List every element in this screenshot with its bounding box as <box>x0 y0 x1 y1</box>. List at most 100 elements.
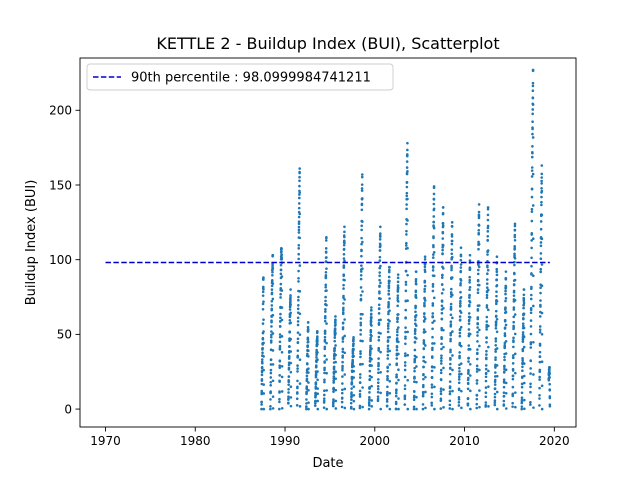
data-point <box>278 346 282 350</box>
data-point <box>414 289 418 293</box>
data-point <box>395 362 399 366</box>
data-point <box>532 274 535 277</box>
data-point <box>512 283 516 287</box>
data-point <box>468 296 471 299</box>
data-point <box>494 371 497 374</box>
data-point <box>459 266 463 269</box>
data-point <box>324 295 327 299</box>
data-point <box>261 361 264 365</box>
data-point <box>466 382 470 385</box>
data-point <box>369 344 372 348</box>
data-point <box>521 331 525 334</box>
data-point <box>279 312 282 316</box>
data-point <box>414 324 418 327</box>
data-point <box>486 268 490 272</box>
data-point <box>394 402 398 406</box>
data-point <box>529 359 533 363</box>
data-point <box>459 282 462 285</box>
data-point <box>538 360 542 364</box>
data-point <box>341 350 345 354</box>
data-point <box>514 391 517 394</box>
data-point <box>432 245 435 249</box>
data-point <box>540 200 543 204</box>
x-tick-label: 2020 <box>539 434 570 448</box>
data-point <box>325 303 328 307</box>
data-point <box>439 407 443 410</box>
data-point <box>269 407 272 411</box>
data-point <box>423 317 427 321</box>
data-point <box>504 310 508 314</box>
data-point <box>370 357 373 361</box>
data-point <box>442 288 445 291</box>
data-point <box>466 397 470 400</box>
data-point <box>289 294 292 297</box>
data-point <box>297 206 301 210</box>
data-point <box>414 270 418 273</box>
data-point <box>287 366 291 370</box>
data-point <box>513 247 516 250</box>
data-point <box>530 155 534 159</box>
data-point <box>377 347 381 351</box>
data-point <box>388 407 392 411</box>
data-point <box>322 406 326 409</box>
data-point <box>441 252 444 256</box>
data-point <box>439 392 443 396</box>
data-point <box>406 353 409 357</box>
data-point <box>307 388 310 392</box>
data-point <box>325 358 328 361</box>
data-point <box>396 284 400 287</box>
data-point <box>377 312 381 315</box>
data-point <box>341 340 345 343</box>
data-point <box>495 255 499 258</box>
data-point <box>532 406 535 409</box>
data-point <box>538 368 542 372</box>
data-point <box>278 333 282 336</box>
data-point <box>397 378 400 382</box>
data-point <box>377 357 380 360</box>
data-point <box>412 394 416 398</box>
data-point <box>341 366 344 370</box>
data-point <box>306 321 310 324</box>
data-point <box>405 191 409 195</box>
data-point <box>448 399 452 403</box>
data-point <box>280 250 283 253</box>
data-point <box>296 307 300 311</box>
data-point <box>296 316 300 320</box>
data-point <box>332 386 335 390</box>
data-point <box>439 390 443 393</box>
data-point <box>530 219 534 223</box>
data-point <box>387 286 391 290</box>
data-point <box>288 308 292 311</box>
data-point <box>484 401 488 404</box>
data-point <box>324 276 328 280</box>
data-point <box>397 326 400 329</box>
data-point <box>468 267 472 271</box>
data-point <box>487 345 490 349</box>
data-point <box>430 395 434 399</box>
data-point <box>360 173 364 176</box>
data-point <box>523 398 526 402</box>
data-point <box>270 278 274 282</box>
data-point <box>458 327 462 331</box>
data-point <box>531 68 535 72</box>
data-point <box>467 312 471 315</box>
data-point <box>305 402 308 405</box>
data-point <box>531 127 534 131</box>
data-point <box>540 203 543 207</box>
data-point <box>540 172 544 176</box>
data-point <box>403 375 407 379</box>
data-point <box>369 339 372 343</box>
data-point <box>316 378 319 382</box>
data-point <box>538 344 542 347</box>
data-point <box>422 383 425 387</box>
data-point <box>360 236 363 240</box>
data-point <box>297 202 301 205</box>
data-point <box>262 288 265 291</box>
data-point <box>376 385 380 388</box>
data-point <box>475 367 479 371</box>
data-point <box>521 369 524 373</box>
data-point <box>413 390 416 393</box>
data-point <box>260 365 264 369</box>
data-point <box>405 229 408 233</box>
data-point <box>432 215 436 218</box>
